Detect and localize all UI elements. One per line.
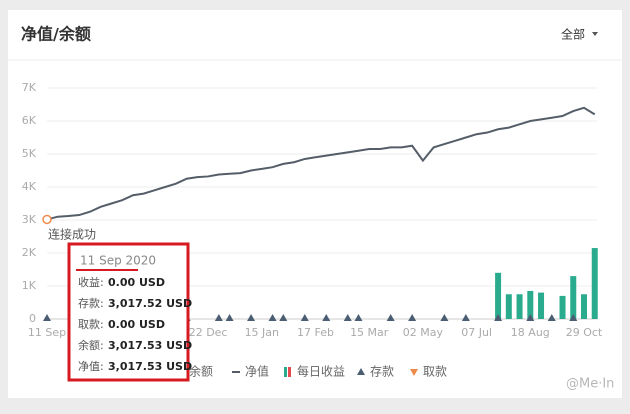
daily-income-bar	[559, 295, 566, 319]
tooltip-value: 3,017.53 USD	[108, 360, 192, 373]
legend-label: 余额	[189, 364, 213, 379]
y-tick-label: 0	[29, 312, 36, 325]
net-value-line	[46, 106, 596, 221]
x-tick-label: 02 May	[403, 326, 444, 339]
daily-income-bar	[505, 294, 512, 319]
deposit-marker	[322, 314, 331, 321]
x-tick-label: 15 Jan	[245, 326, 279, 339]
deposit-marker	[279, 314, 288, 321]
deposit-marker	[43, 314, 51, 321]
legend-symbol	[357, 368, 365, 375]
tooltip-date: 11 Sep 2020	[80, 254, 156, 268]
deposit-marker	[247, 314, 256, 321]
deposit-marker	[343, 314, 352, 321]
legend-label: 取款	[423, 365, 447, 379]
tooltip-label: 收益:	[78, 275, 104, 289]
legend-symbol	[410, 369, 418, 376]
x-tick-label: 29 Oct	[566, 326, 603, 339]
tooltip-value: 0.00 USD	[108, 318, 165, 331]
y-tick-label: 6K	[22, 114, 37, 127]
y-tick-label: 2K	[22, 246, 37, 259]
plot: 0 1K 2K 3K 4K 5K 6K 7K 11 Sep 22 Dec 15 Jan 17 Feb 1…	[22, 81, 603, 379]
deposit-marker	[300, 314, 309, 321]
tooltip-label: 净值:	[78, 359, 104, 373]
legend-label: 每日收益	[297, 364, 345, 379]
legend-label: 净值	[245, 364, 269, 379]
deposit-marker	[461, 314, 470, 321]
x-tick-label: 11 Sep	[28, 326, 66, 339]
deposit-marker	[494, 314, 503, 321]
x-tick-label: 07 Jul	[461, 326, 492, 339]
x-tick-label: 17 Feb	[297, 326, 334, 339]
daily-income-bar	[570, 276, 577, 319]
y-tick-label: 4K	[22, 180, 37, 193]
y-tick-label: 3K	[22, 213, 37, 226]
legend-label: 存款	[370, 365, 394, 379]
tooltip-label: 取款:	[78, 317, 104, 331]
daily-income-bar	[591, 248, 598, 319]
deposit-marker	[386, 314, 395, 321]
daily-income-bar	[516, 294, 523, 319]
tooltip-label: 存款:	[78, 296, 104, 310]
x-tick-label: 18 Aug	[511, 326, 550, 339]
deposit-marker	[268, 314, 277, 321]
watermark: @Me·In	[566, 377, 614, 392]
tooltip-value: 3,017.52 USD	[108, 297, 192, 310]
tooltip-value: 3,017.53 USD	[108, 339, 192, 352]
deposit-marker	[408, 314, 417, 321]
daily-income-bar	[581, 294, 587, 319]
deposit-marker	[569, 314, 578, 321]
dropdown-arrow[interactable]	[592, 32, 598, 36]
deposit-marker	[354, 314, 363, 321]
filter-dropdown[interactable]: 全部	[561, 27, 585, 42]
start-point	[42, 214, 52, 225]
tooltip-value: 0.00 USD	[108, 276, 165, 289]
overlay: 11 Sep 2020 收益: 0.00 USD 存款: 3,017.52 USD 取款:…	[67, 242, 614, 392]
deposit-marker	[214, 314, 223, 321]
daily-income-bar	[527, 290, 534, 319]
deposit-marker	[440, 314, 449, 321]
x-tick-label: 22 Dec	[189, 326, 228, 339]
daily-income-bar	[538, 292, 545, 319]
deposit-marker	[225, 314, 234, 321]
deposit-marker	[526, 314, 535, 321]
legend-symbol	[284, 367, 287, 377]
daily-income-bar	[495, 272, 502, 319]
y-tick-label: 7K	[22, 81, 37, 94]
x-tick-label: 15 Mar	[350, 326, 389, 339]
y-tick-label: 1K	[22, 279, 37, 292]
chart-title: 净值/余额	[21, 25, 91, 44]
legend-symbol	[288, 367, 291, 377]
tooltip-label: 余额:	[78, 338, 104, 352]
tooltip-box	[67, 242, 190, 382]
y-tick-label: 5K	[22, 147, 37, 160]
annotation: 连接成功	[48, 227, 96, 242]
deposit-marker	[547, 314, 556, 321]
